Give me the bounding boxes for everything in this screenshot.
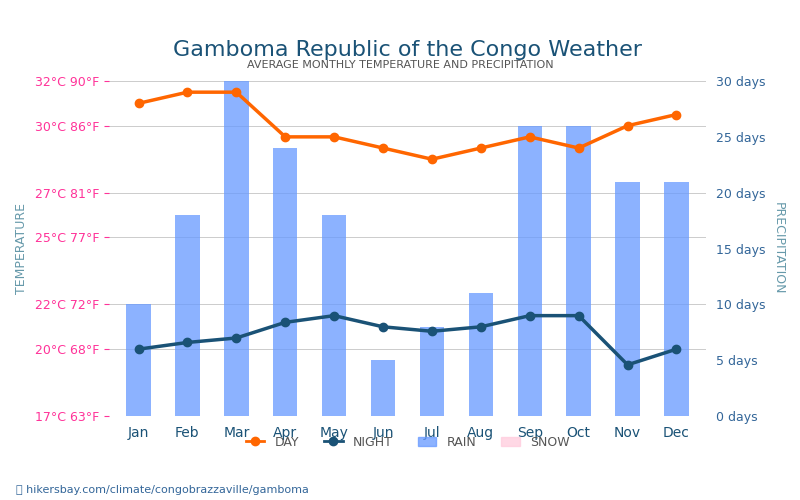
Legend: DAY, NIGHT, RAIN, SNOW: DAY, NIGHT, RAIN, SNOW bbox=[241, 430, 574, 454]
Bar bbox=[469, 294, 493, 416]
Text: 🔴 hikersbay.com/climate/congobrazzaville/gamboma: 🔴 hikersbay.com/climate/congobrazzaville… bbox=[16, 485, 309, 495]
Bar bbox=[566, 126, 591, 416]
Y-axis label: TEMPERATURE: TEMPERATURE bbox=[15, 203, 28, 294]
Bar bbox=[664, 182, 689, 416]
Bar bbox=[322, 215, 346, 416]
Bar bbox=[175, 215, 200, 416]
Bar bbox=[420, 327, 444, 416]
Bar bbox=[224, 81, 249, 416]
Text: AVERAGE MONTHLY TEMPERATURE AND PRECIPITATION: AVERAGE MONTHLY TEMPERATURE AND PRECIPIT… bbox=[246, 60, 554, 70]
Title: Gamboma Republic of the Congo Weather: Gamboma Republic of the Congo Weather bbox=[173, 40, 642, 60]
Bar bbox=[615, 182, 640, 416]
Bar bbox=[518, 126, 542, 416]
Y-axis label: PRECIPITATION: PRECIPITATION bbox=[772, 202, 785, 295]
Bar bbox=[273, 148, 298, 416]
Bar bbox=[371, 360, 395, 416]
Bar bbox=[126, 304, 150, 416]
